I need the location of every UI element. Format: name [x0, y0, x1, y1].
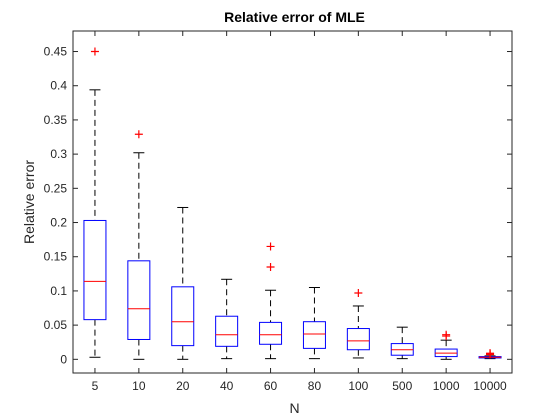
- y-tick-label: 0: [60, 352, 67, 366]
- outlier-marker: [266, 242, 275, 251]
- x-tick-label: 100: [348, 379, 368, 393]
- y-tick-label: 0.1: [50, 284, 67, 298]
- outlier-marker: [442, 330, 451, 339]
- outlier-marker: [134, 130, 143, 139]
- x-tick-label: 10000: [473, 379, 507, 393]
- box-iqr: [83, 219, 107, 321]
- chart-title: Relative error of MLE: [224, 9, 365, 25]
- outlier-marker: [90, 47, 99, 56]
- y-tick-label: 0.45: [44, 45, 68, 59]
- x-axis-label: N: [289, 400, 299, 416]
- box-iqr: [171, 286, 195, 347]
- x-tick-label: 500: [392, 379, 412, 393]
- y-axis-label: Relative error: [21, 160, 37, 244]
- box-iqr: [259, 321, 283, 345]
- y-tick-label: 0.05: [44, 318, 68, 332]
- box-iqr: [346, 328, 370, 351]
- box-iqr: [215, 315, 239, 347]
- outlier-marker: [266, 262, 275, 271]
- x-tick-label: 60: [264, 379, 278, 393]
- x-tick-label: 5: [92, 379, 99, 393]
- axes-frame: [72, 30, 513, 374]
- x-tick-label: 40: [220, 379, 234, 393]
- y-tick-label: 0.15: [44, 250, 68, 264]
- y-tick-label: 0.4: [50, 79, 67, 93]
- box-iqr: [302, 321, 326, 349]
- outlier-marker: [354, 288, 363, 297]
- outlier-marker: [486, 349, 495, 358]
- y-tick-label: 0.25: [44, 181, 68, 195]
- x-tick-label: 20: [176, 379, 190, 393]
- x-tick-label: 10: [132, 379, 146, 393]
- x-tick-label: 80: [308, 379, 322, 393]
- y-tick-label: 0.3: [50, 147, 67, 161]
- box-iqr: [127, 260, 151, 340]
- y-tick-label: 0.35: [44, 113, 68, 127]
- x-tick-label: 1000: [433, 379, 460, 393]
- y-tick-label: 0.2: [50, 216, 67, 230]
- plot-area: 0 0.05 0.1 0.15 0.2 0.25 0.3 0.35 0.4 0.45 5 10 20 40…: [44, 30, 513, 393]
